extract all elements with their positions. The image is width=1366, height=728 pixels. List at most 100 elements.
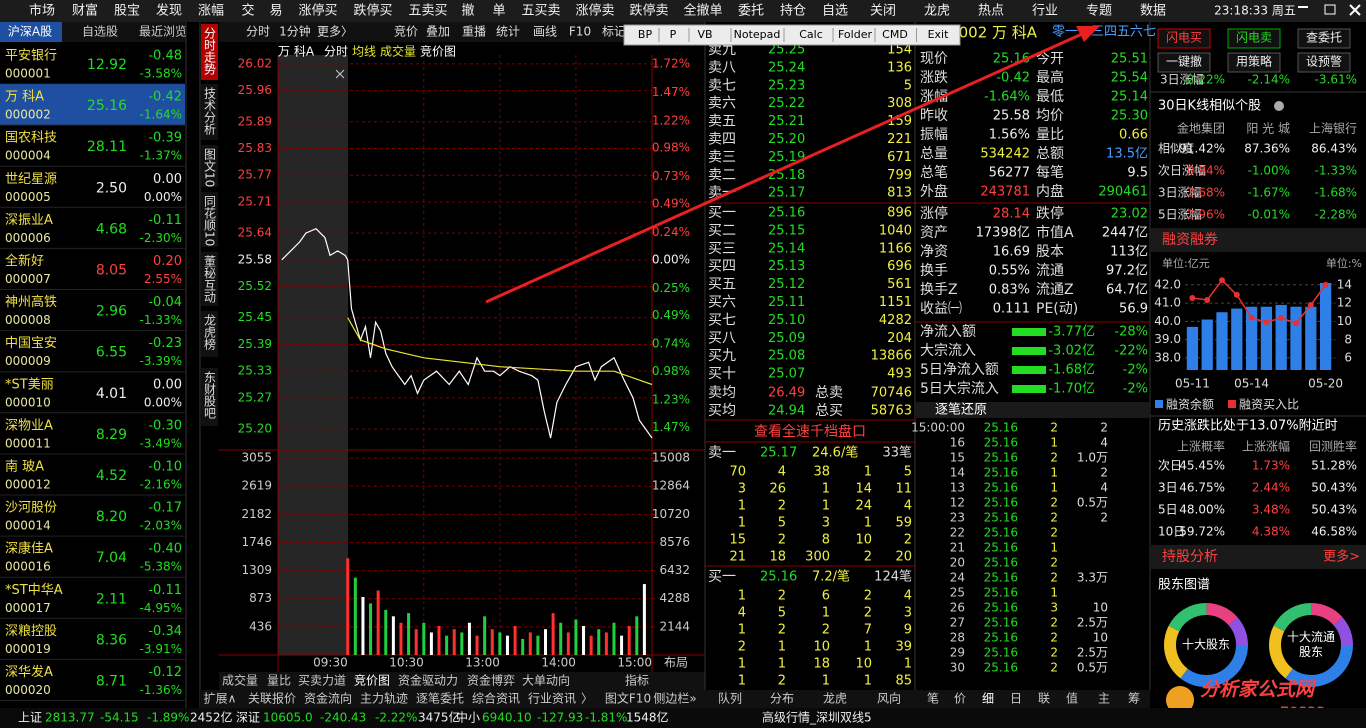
menu-item[interactable]: 易: [269, 4, 282, 19]
bottom-tab[interactable]: 值: [1066, 691, 1078, 706]
bottom-tab[interactable]: 队列: [718, 691, 742, 706]
menu-item[interactable]: 自选: [822, 4, 848, 19]
side-tab[interactable]: 图文10: [203, 148, 217, 187]
bottom-tab[interactable]: 资金流向: [304, 691, 352, 706]
bottom-tab[interactable]: 分布: [770, 692, 794, 706]
action-button-label[interactable]: 一键撤: [1166, 54, 1202, 69]
bottom-tab[interactable]: 图文F10: [605, 691, 651, 706]
stock-name[interactable]: 深康佳A: [5, 541, 53, 557]
bottom-tab[interactable]: 主: [1098, 692, 1110, 706]
menu-item[interactable]: 涨幅: [198, 4, 224, 19]
menu-item[interactable]: 五卖买: [408, 4, 447, 19]
layout-button[interactable]: 布局: [664, 656, 688, 670]
stock-name[interactable]: *ST美丽: [5, 377, 54, 392]
bottom-tab[interactable]: 笔: [927, 691, 939, 706]
list-tab[interactable]: 最近浏览: [139, 24, 187, 39]
stock-name[interactable]: 全新好: [5, 253, 44, 269]
toolbar-item[interactable]: 重播: [462, 25, 486, 39]
bottom-tab[interactable]: 关联报价: [248, 691, 296, 706]
toolbar-item[interactable]: 标记: [602, 25, 626, 39]
side-tab[interactable]: 董秘互动: [203, 255, 217, 303]
stock-name[interactable]: 国农科技: [5, 131, 57, 146]
action-button-label[interactable]: 查委托: [1306, 31, 1342, 45]
chart-tab[interactable]: 成交量: [222, 673, 258, 688]
bottom-tab[interactable]: 综合资讯: [472, 691, 520, 706]
stock-name[interactable]: 世纪星源: [5, 172, 57, 187]
action-button-label[interactable]: 闪电买: [1166, 31, 1202, 45]
bottom-tab[interactable]: 风向: [877, 691, 901, 706]
menu-item[interactable]: 发现: [156, 3, 182, 19]
bottom-tab[interactable]: 龙虎: [823, 692, 847, 706]
menu-item[interactable]: 全撤单: [683, 3, 722, 19]
float-button[interactable]: Folder: [838, 28, 872, 41]
menu-item[interactable]: 持仓: [780, 4, 806, 19]
side-tab[interactable]: 龙虎榜: [203, 314, 217, 351]
menu-item[interactable]: 热点: [978, 4, 1004, 19]
chart-tab[interactable]: 买卖力道: [298, 674, 346, 688]
menu-item[interactable]: 数据: [1140, 4, 1166, 19]
float-button[interactable]: Calc: [799, 28, 823, 41]
menu-item[interactable]: 五买卖: [521, 4, 560, 19]
chart-tab[interactable]: 指标: [625, 673, 649, 688]
menu-item[interactable]: 单: [492, 4, 505, 19]
float-button[interactable]: BP: [638, 28, 653, 41]
stock-name[interactable]: 南 玻A: [5, 459, 44, 475]
toolbar-item[interactable]: 分时: [246, 25, 270, 39]
menu-item[interactable]: 股宝: [114, 4, 140, 19]
menu-item[interactable]: 专题: [1086, 4, 1112, 19]
float-button[interactable]: CMD: [882, 28, 908, 41]
chart-tab[interactable]: 资金驱动力: [398, 673, 458, 688]
menu-item[interactable]: 行业: [1032, 4, 1058, 19]
action-button-label[interactable]: 设预警: [1306, 54, 1342, 69]
toolbar-item[interactable]: 1分钟: [279, 24, 311, 39]
list-tab[interactable]: 沪深A股: [8, 25, 52, 39]
float-button[interactable]: P: [670, 28, 677, 41]
chart-tab[interactable]: 资金博弈: [467, 673, 515, 688]
more-link[interactable]: 更多>: [1323, 549, 1360, 565]
menu-item[interactable]: 交: [241, 3, 254, 19]
menu-item[interactable]: 委托: [738, 4, 764, 19]
stock-name[interactable]: 中国宝安: [5, 336, 57, 351]
menu-item[interactable]: 涨停卖: [575, 3, 614, 19]
side-tab[interactable]: 东财股吧: [203, 371, 217, 419]
side-tab[interactable]: 技术分析: [203, 87, 217, 136]
toolbar-item[interactable]: 画线: [533, 25, 557, 39]
stock-name[interactable]: 深粮控股: [5, 624, 57, 639]
stock-name[interactable]: 沙河股份: [5, 501, 57, 516]
stock-name[interactable]: 深振业A: [5, 213, 53, 228]
chart-tab[interactable]: 量比: [267, 674, 291, 688]
bottom-tab[interactable]: 价: [954, 692, 966, 706]
menu-item[interactable]: 关闭: [870, 4, 896, 19]
toolbar-item[interactable]: 更多〉: [317, 25, 353, 39]
stock-name[interactable]: *ST中华A: [5, 583, 63, 598]
bottom-tab[interactable]: 细: [982, 692, 994, 706]
bottom-tab[interactable]: 〉: [581, 692, 593, 706]
menu-item[interactable]: 市场: [29, 3, 55, 19]
bottom-tab[interactable]: 主力轨迹: [360, 692, 408, 706]
stock-name[interactable]: 深华发A: [5, 664, 53, 680]
chart-tab[interactable]: 竞价图: [354, 674, 390, 688]
stock-name[interactable]: 平安银行: [5, 49, 57, 64]
action-button-label[interactable]: 闪电卖: [1236, 31, 1272, 45]
bottom-tab[interactable]: 行业资讯: [528, 692, 576, 706]
bottom-tab[interactable]: 逐笔委托: [416, 691, 464, 706]
menu-item[interactable]: 涨停买: [298, 3, 337, 19]
bottom-tab[interactable]: 扩展∧: [204, 692, 237, 706]
float-button[interactable]: Notepad: [734, 28, 781, 41]
bottom-tab[interactable]: 日: [1010, 692, 1022, 706]
menu-item[interactable]: 跌停卖: [629, 3, 668, 19]
menu-item[interactable]: 跌停买: [353, 3, 392, 19]
stock-name[interactable]: 神州高铁: [5, 294, 57, 310]
menu-item[interactable]: 财富: [72, 3, 98, 19]
float-button[interactable]: VB: [697, 28, 712, 41]
toolbar-item[interactable]: 叠加: [426, 25, 450, 39]
list-tab[interactable]: 自选股: [82, 25, 118, 39]
chart-tab[interactable]: 大单动向: [522, 673, 570, 688]
toolbar-item[interactable]: 竞价: [394, 25, 418, 39]
side-tab[interactable]: 分时走势: [203, 27, 217, 75]
toolbar-item[interactable]: 统计: [496, 25, 520, 39]
depth-link[interactable]: 查看全速千档盘口: [754, 423, 866, 440]
menu-item[interactable]: 撤: [461, 3, 474, 19]
bottom-tab[interactable]: 联: [1038, 692, 1050, 706]
stock-name[interactable]: 万 科A: [5, 90, 44, 105]
